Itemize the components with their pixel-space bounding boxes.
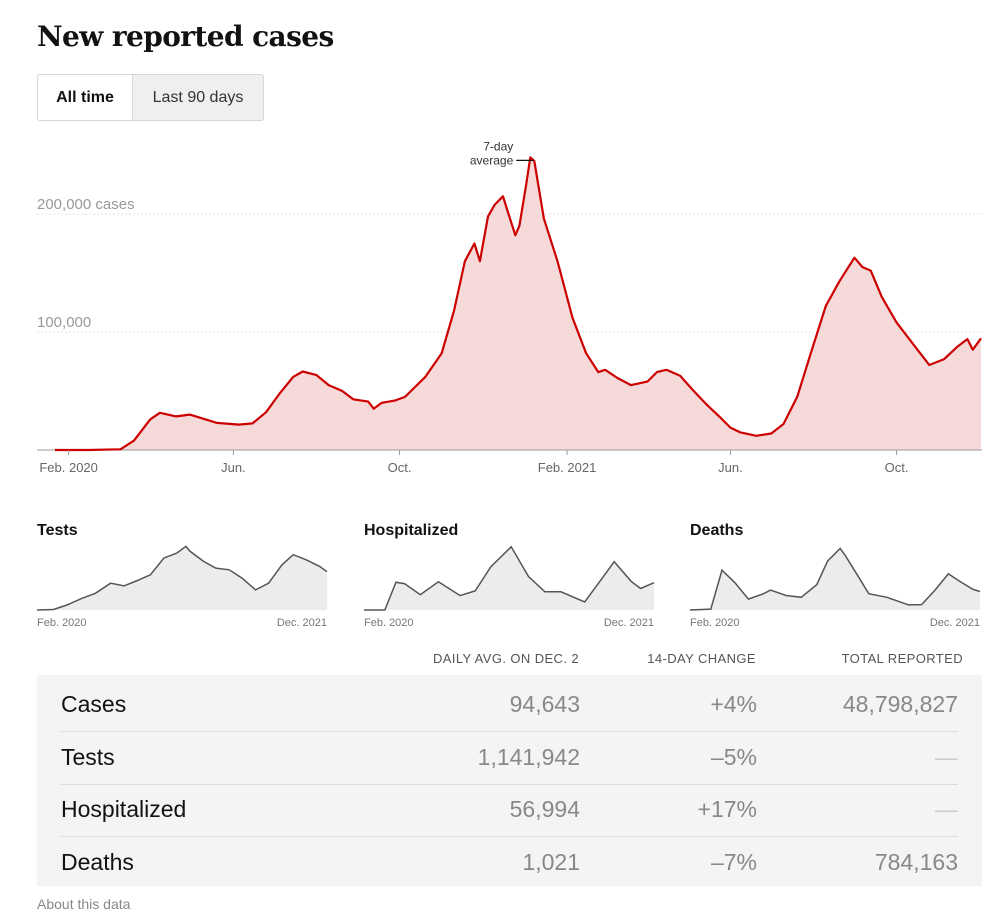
header-14-day-change: 14-DAY CHANGE <box>647 651 756 666</box>
sparkline-end-label: Dec. 2021 <box>604 617 654 629</box>
daily-avg-value: 56,994 <box>509 796 580 822</box>
cases-area <box>55 157 981 450</box>
y-tick-label: 200,000 cases <box>37 196 135 213</box>
daily-avg-value: 1,021 <box>522 849 580 875</box>
change-value: +4% <box>710 691 757 717</box>
sparkline-line <box>37 545 328 611</box>
total-value: — <box>935 744 958 770</box>
x-tick-label: Jun. <box>718 460 743 475</box>
sparkline-start-label: Feb. 2020 <box>37 617 87 629</box>
table-row-hospitalized: Hospitalized 56,994 +17% — <box>61 784 958 837</box>
sparkline-end-label: Dec. 2021 <box>277 617 327 629</box>
x-tick-label: Feb. 2021 <box>538 460 597 475</box>
x-tick-label: Feb. 2020 <box>39 460 98 475</box>
hospitalized-mini-title: Hospitalized <box>364 522 459 539</box>
deaths-mini-title: Deaths <box>690 522 744 539</box>
cases-chart: 200,000 cases 100,000 Feb. 2020 Jun. Oct. Feb… <box>37 139 982 475</box>
total-value: — <box>935 796 958 822</box>
sparkline-line <box>690 547 981 611</box>
sparkline-end-label: Dec. 2021 <box>930 617 980 629</box>
x-tick-label: Jun. <box>221 460 246 475</box>
deaths-sparkline: Feb. 2020 Dec. 2021 <box>690 547 981 629</box>
cases-line <box>55 156 982 452</box>
x-tick-label: Oct. <box>885 460 909 475</box>
sparkline-start-label: Feb. 2020 <box>364 617 414 629</box>
tab-last-90-days[interactable]: Last 90 days <box>132 75 263 120</box>
total-value: 784,163 <box>874 849 958 875</box>
daily-avg-value: 1,141,942 <box>477 744 580 770</box>
table-row-deaths: Deaths 1,021 –7% 784,163 <box>61 837 958 889</box>
change-value: +17% <box>697 796 757 822</box>
x-tick-label: Oct. <box>388 460 412 475</box>
row-label: Tests <box>61 744 115 770</box>
row-label: Cases <box>61 691 127 717</box>
tests-mini-chart: Tests Feb. 2020 Dec. 2021 <box>37 520 337 635</box>
change-value: –7% <box>710 849 757 875</box>
tests-mini-title: Tests <box>37 522 78 539</box>
sparkline-area <box>364 546 654 610</box>
header-daily-avg: DAILY AVG. ON DEC. 2 <box>433 651 579 666</box>
hospitalized-mini-chart: Hospitalized Feb. 2020 Dec. 2021 <box>364 520 664 635</box>
annotation-label: 7-day <box>483 139 513 153</box>
deaths-mini-chart: Deaths Feb. 2020 Dec. 2021 <box>690 520 990 635</box>
annotation-label: average <box>470 153 514 167</box>
sparkline-area <box>37 546 327 610</box>
tab-all-time[interactable]: All time <box>38 75 132 120</box>
sparkline-start-label: Feb. 2020 <box>690 617 740 629</box>
total-value: 48,798,827 <box>842 691 958 717</box>
row-label: Deaths <box>61 849 134 875</box>
sparkline-line <box>364 545 655 611</box>
page-title: New reported cases <box>37 20 334 53</box>
about-data-link[interactable]: About this data <box>37 896 131 912</box>
hospitalized-sparkline: Feb. 2020 Dec. 2021 <box>364 545 655 629</box>
sparkline-area <box>690 548 980 610</box>
table-row-tests: Tests 1,141,942 –5% — <box>61 732 958 785</box>
daily-avg-value: 94,643 <box>509 691 580 717</box>
stats-table: Cases 94,643 +4% 48,798,827 Tests 1,141,… <box>37 675 982 886</box>
tests-sparkline: Feb. 2020 Dec. 2021 <box>37 545 328 629</box>
header-total-reported: TOTAL REPORTED <box>841 651 963 666</box>
row-label: Hospitalized <box>61 796 187 822</box>
y-tick-label: 100,000 <box>37 314 91 331</box>
time-range-tabs: All time Last 90 days <box>37 74 264 121</box>
table-row-cases: Cases 94,643 +4% 48,798,827 <box>61 679 958 732</box>
change-value: –5% <box>710 744 757 770</box>
